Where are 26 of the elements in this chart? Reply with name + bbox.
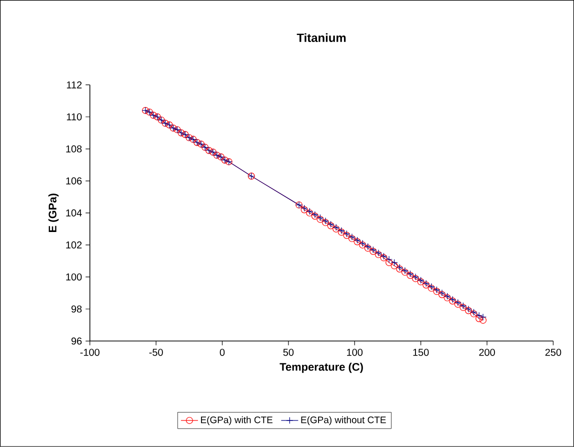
x-tick-label: 200 (479, 348, 495, 356)
point (386, 259, 393, 266)
x-tick-label: -100 (80, 348, 100, 356)
chart-title: Titanium (296, 33, 346, 42)
x-tick-label: 250 (545, 348, 562, 356)
legend-label: E(GPa) without CTE (301, 416, 386, 426)
x-tick-label: -50 (149, 348, 163, 356)
point (480, 316, 487, 324)
y-tick-label: 102 (66, 241, 82, 249)
y-axis-title: E (GPa) (48, 194, 59, 232)
y-tick-label: 110 (66, 113, 82, 120)
y-tick-label: 98 (71, 306, 82, 313)
x-axis-title: Temperature (C) (280, 362, 363, 373)
x-tick-label: 100 (347, 348, 363, 356)
x-tick-label: 0 (220, 348, 225, 356)
point (390, 262, 398, 270)
y-tick-label: 108 (66, 145, 82, 152)
y-tick-label: 104 (66, 209, 82, 217)
x-tick-label: 150 (413, 348, 429, 356)
legend-label: E(GPa) with CTE (201, 416, 272, 426)
point (480, 314, 487, 321)
y-tick-label: 112 (66, 81, 82, 88)
y-tick-label: 100 (66, 274, 82, 281)
x-tick-label: 50 (283, 348, 294, 356)
y-tick-label: 96 (71, 338, 82, 345)
y-tick-label: 106 (66, 177, 82, 184)
